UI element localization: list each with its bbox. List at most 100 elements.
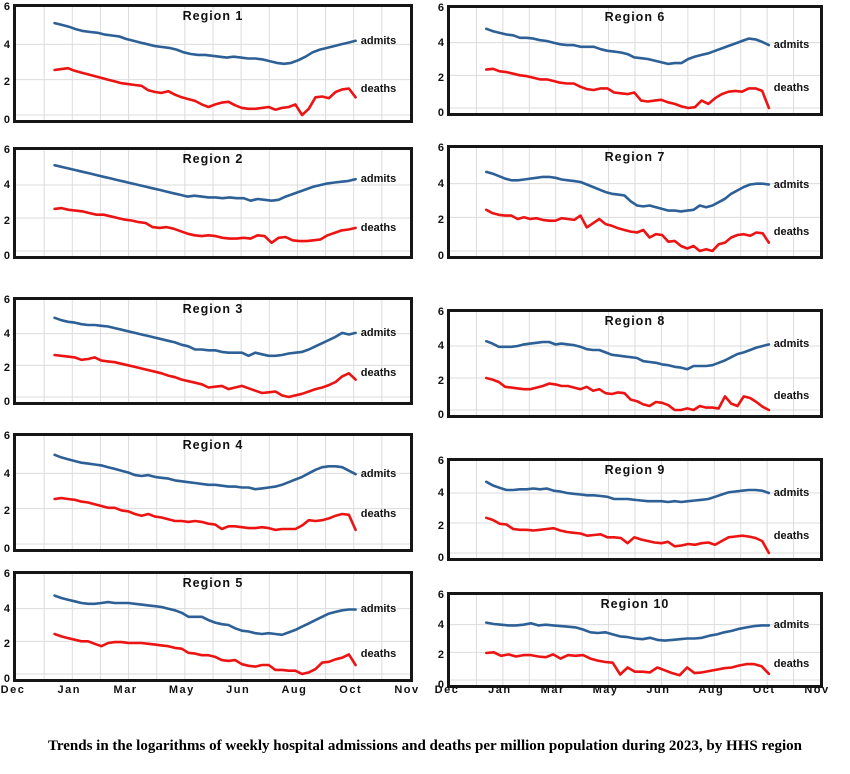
- y-tick-label: 0: [3, 114, 10, 126]
- deaths-series-label: deaths: [773, 226, 810, 239]
- x-tick-label: Aug: [698, 684, 725, 696]
- y-tick-label: 4: [437, 340, 444, 353]
- chart-title: Region 5: [182, 576, 244, 590]
- admits-series-label: admits: [773, 338, 810, 351]
- y-tick-label: 6: [437, 306, 444, 318]
- x-tick-label: Oct: [752, 684, 776, 696]
- y-axis-ticks: 6 4 2 0: [0, 430, 12, 555]
- y-axis-ticks: 6 4 2 0: [0, 144, 12, 262]
- x-tick-label: Mar: [540, 684, 565, 696]
- x-tick-label: Oct: [339, 684, 363, 696]
- y-tick-label: 6: [3, 294, 10, 306]
- deaths-series-label: deaths: [360, 82, 397, 95]
- deaths-series-label: deaths: [773, 658, 810, 671]
- plot-frame: Region 7 admits deaths: [450, 148, 820, 256]
- chart-title: Region 8: [604, 314, 666, 328]
- x-tick-label: May: [168, 684, 195, 696]
- region-9-chart: 6 4 2 0 Region 9 admits deaths: [438, 455, 823, 564]
- chart-title: Region 6: [604, 10, 666, 24]
- y-axis-ticks: 6 4 2 0: [0, 568, 12, 685]
- y-tick-label: 2: [3, 505, 10, 518]
- y-tick-label: 2: [437, 374, 444, 387]
- region-6-chart: 6 4 2 0 Region 6 admits deaths: [438, 2, 823, 119]
- y-tick-label: 6: [437, 142, 444, 154]
- plot-lines: [16, 300, 410, 402]
- chart-title: Region 7: [604, 150, 666, 164]
- plot-frame: Region 10 admits deaths: [450, 595, 820, 685]
- y-tick-label: 6: [3, 568, 10, 580]
- chart-title: Region 4: [182, 438, 244, 452]
- plot-frame: Region 9 admits deaths: [450, 461, 820, 558]
- admits-series-label: admits: [360, 326, 397, 339]
- admits-series-label: admits: [773, 178, 810, 191]
- y-tick-label: 2: [437, 519, 444, 532]
- x-tick-label: May: [592, 684, 619, 696]
- x-tick-label: Nov: [804, 684, 830, 696]
- plot-frame: Region 4 admits deaths: [16, 436, 410, 549]
- plot-frame: Region 3 admits deaths: [16, 300, 410, 402]
- y-tick-label: 0: [437, 409, 444, 421]
- plot-lines: [450, 461, 820, 558]
- y-axis-ticks: 6 4 2 0: [428, 589, 446, 691]
- x-tick-label: Jan: [57, 684, 82, 696]
- chart-title: Region 9: [604, 463, 666, 477]
- y-tick-label: 2: [437, 649, 444, 661]
- plot-lines: [450, 312, 820, 415]
- deaths-series-label: deaths: [773, 390, 810, 403]
- y-tick-label: 6: [3, 1, 10, 13]
- plot-frame: Region 2 admits deaths: [16, 150, 410, 256]
- admits-series-label: admits: [360, 34, 397, 47]
- y-tick-label: 4: [437, 37, 444, 49]
- x-tick-label: Jan: [488, 684, 512, 696]
- x-tick-label: Aug: [281, 684, 308, 696]
- admits-series-label: admits: [773, 619, 810, 632]
- plot-lines: [16, 574, 410, 679]
- y-tick-label: 0: [437, 552, 444, 564]
- x-axis-right-column: Dec Jan Mar May Jun Aug Oct Nov: [435, 684, 828, 700]
- y-tick-label: 4: [3, 467, 10, 480]
- admits-series-label: admits: [773, 487, 810, 499]
- deaths-series-label: deaths: [773, 82, 810, 95]
- plot-lines: [16, 436, 410, 549]
- y-tick-label: 6: [437, 2, 444, 14]
- plot-lines: [16, 7, 410, 120]
- x-tick-label: Dec: [0, 684, 26, 696]
- chart-title: Region 10: [600, 597, 670, 611]
- y-tick-label: 0: [3, 543, 10, 555]
- region-1-chart: 6 4 2 0 Region 1 admits deaths: [4, 1, 413, 126]
- admits-series-label: admits: [360, 468, 397, 481]
- x-tick-label: Jun: [646, 684, 671, 696]
- region-7-chart: 6 4 2 0 Region 7 admits deaths: [438, 142, 823, 262]
- y-tick-label: 6: [437, 589, 444, 601]
- chart-title: Region 3: [182, 302, 244, 316]
- y-tick-label: 2: [3, 638, 10, 650]
- chart-title: Region 1: [182, 9, 244, 23]
- admits-series-label: admits: [360, 603, 397, 616]
- y-tick-label: 4: [3, 179, 10, 192]
- y-axis-ticks: 6 4 2 0: [0, 294, 12, 408]
- y-tick-label: 6: [3, 144, 10, 156]
- y-axis-ticks: 6 4 2 0: [428, 142, 446, 262]
- deaths-series-label: deaths: [360, 507, 397, 520]
- y-tick-label: 4: [3, 328, 10, 340]
- y-tick-label: 0: [437, 250, 444, 262]
- y-tick-label: 2: [3, 76, 10, 89]
- plot-lines: [16, 150, 410, 256]
- deaths-series-label: deaths: [360, 648, 397, 661]
- x-tick-label: Dec: [434, 684, 460, 696]
- y-axis-ticks: 6 4 2 0: [428, 306, 446, 421]
- y-tick-label: 2: [3, 362, 10, 374]
- x-axis-left-column: Dec Jan Mar May Jun Aug Oct Nov: [1, 684, 418, 700]
- y-tick-label: 6: [3, 430, 10, 442]
- y-tick-label: 4: [437, 178, 444, 190]
- y-tick-label: 6: [437, 455, 444, 467]
- y-axis-ticks: 6 4 2 0: [428, 455, 446, 564]
- y-tick-label: 4: [3, 603, 10, 615]
- y-tick-label: 0: [437, 107, 444, 119]
- y-tick-label: 2: [437, 72, 444, 84]
- region-5-chart: 6 4 2 0 Region 5 admits deaths: [4, 568, 413, 685]
- plot-frame: Region 1 admits deaths: [16, 7, 410, 120]
- x-tick-label: Mar: [113, 684, 138, 696]
- region-3-chart: 6 4 2 0 Region 3 admits deaths: [4, 294, 413, 408]
